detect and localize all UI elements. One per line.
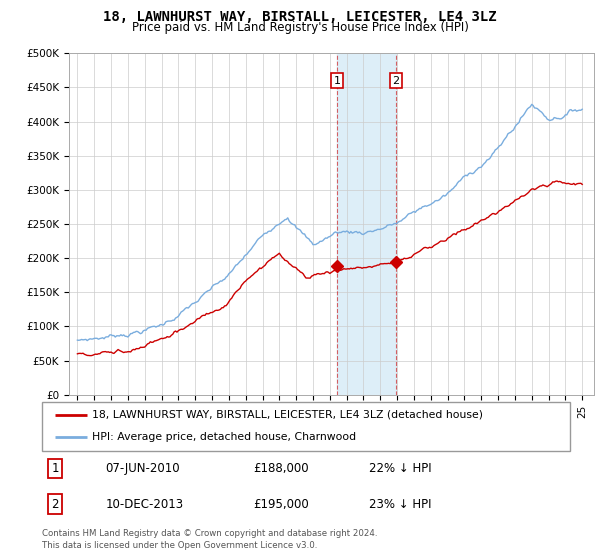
FancyBboxPatch shape (42, 402, 570, 451)
Text: HPI: Average price, detached house, Charnwood: HPI: Average price, detached house, Char… (92, 432, 356, 442)
Text: 2: 2 (52, 498, 59, 511)
Text: 23% ↓ HPI: 23% ↓ HPI (370, 498, 432, 511)
Text: 07-JUN-2010: 07-JUN-2010 (106, 462, 180, 475)
Bar (337, 53, 396, 395)
Text: £188,000: £188,000 (253, 462, 309, 475)
Text: 10-DEC-2013: 10-DEC-2013 (106, 498, 184, 511)
Text: £195,000: £195,000 (253, 498, 309, 511)
Text: 18, LAWNHURST WAY, BIRSTALL, LEICESTER, LE4 3LZ: 18, LAWNHURST WAY, BIRSTALL, LEICESTER, … (103, 10, 497, 24)
Text: Price paid vs. HM Land Registry's House Price Index (HPI): Price paid vs. HM Land Registry's House … (131, 21, 469, 34)
Text: 18, LAWNHURST WAY, BIRSTALL, LEICESTER, LE4 3LZ (detached house): 18, LAWNHURST WAY, BIRSTALL, LEICESTER, … (92, 410, 483, 420)
Text: Contains HM Land Registry data © Crown copyright and database right 2024.
This d: Contains HM Land Registry data © Crown c… (42, 529, 377, 550)
Text: 2: 2 (392, 76, 400, 86)
Text: 1: 1 (52, 462, 59, 475)
Text: 22% ↓ HPI: 22% ↓ HPI (370, 462, 432, 475)
Text: 1: 1 (334, 76, 341, 86)
